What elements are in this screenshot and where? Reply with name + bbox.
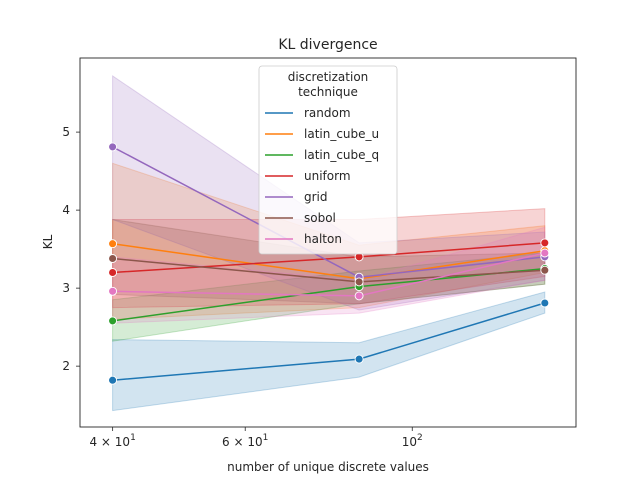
marker-random-0 (108, 375, 118, 385)
legend-title-line-1: technique (298, 85, 358, 99)
legend-label-grid: grid (304, 190, 328, 204)
x-tick-base-1: 6 × 10 (222, 435, 263, 449)
marker-halton-0 (108, 286, 118, 296)
x-axis-label: number of unique discrete values (227, 460, 429, 474)
band-random (112, 291, 546, 412)
x-tick-exponent-0: 1 (130, 433, 136, 443)
marker-sobol-1 (354, 277, 364, 287)
band-latin_cube_q (112, 252, 546, 342)
marker-latin_cube_q-0 (108, 316, 118, 326)
y-tick-label-1: 3 (62, 281, 70, 295)
legend-label-sobol: sobol (304, 211, 336, 225)
legend-label-latin_cube_u: latin_cube_u (304, 127, 379, 141)
marker-grid-0 (108, 142, 118, 152)
legend-label-uniform: uniform (304, 169, 351, 183)
marker-uniform-2 (540, 238, 550, 248)
x-tick-base-2: 10 (402, 435, 417, 449)
chart-title: KL divergence (278, 37, 377, 53)
y-axis-ticks: 2 3 4 5 (62, 125, 80, 373)
legend-title-line-0: discretization (288, 70, 369, 84)
legend-label-halton: halton (304, 232, 342, 246)
x-tick-exponent-1: 1 (263, 433, 269, 443)
marker-uniform-0 (108, 268, 118, 277)
x-tick-label-1: 6 × 101 (222, 433, 268, 449)
x-tick-exponent-2: 2 (417, 433, 423, 443)
series-markers (108, 142, 550, 385)
x-tick-label-0: 4 × 101 (89, 433, 135, 449)
x-tick-base-0: 4 × 10 (89, 435, 130, 449)
marker-latin_cube_u-0 (108, 239, 118, 249)
marker-random-1 (354, 354, 364, 364)
legend-label-latin_cube_q: latin_cube_q (304, 148, 379, 162)
x-tick-label-2: 102 (402, 433, 423, 449)
y-tick-label-0: 2 (62, 359, 70, 373)
plot-frame (79, 57, 577, 428)
y-tick-label-2: 4 (62, 203, 70, 217)
x-axis-ticks: 4 × 101 6 × 101 102 (89, 427, 423, 449)
marker-halton-1 (354, 291, 364, 301)
marker-halton-2 (540, 248, 550, 258)
y-axis-label: KL (41, 234, 55, 249)
marker-sobol-2 (540, 265, 550, 275)
marker-random-2 (540, 298, 550, 308)
legend-box (258, 65, 398, 255)
y-tick-label-3: 5 (62, 125, 70, 139)
marker-sobol-0 (108, 254, 118, 263)
legend-label-random: random (304, 106, 351, 120)
